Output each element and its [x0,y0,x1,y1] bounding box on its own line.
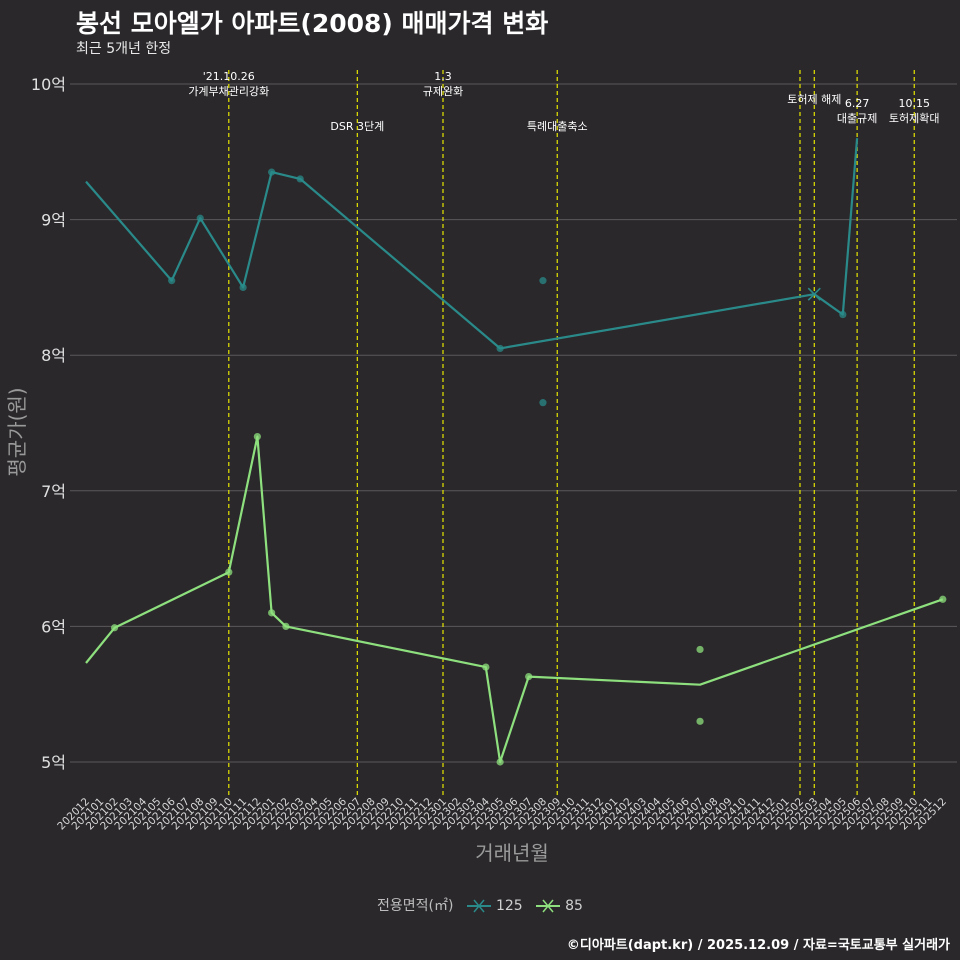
data-point-85 [282,622,290,631]
event-label: DSR 3단계 [330,120,384,133]
source-caption: ©디아파트(dapt.kr) / 2025.12.09 / 자료=국토교통부 실… [566,938,950,953]
event-label: 10.15 [898,97,930,110]
x-axis-label: 거래년월 [475,841,549,865]
event-label: 토허제 해제 [787,92,841,106]
data-point-85 [939,595,947,603]
data-point-125 [839,310,847,319]
data-point-125 [539,277,547,285]
data-point-85 [268,609,276,617]
grid-lines [70,83,957,763]
data-point-85 [482,663,490,671]
y-tick-label: 9억 [41,211,66,230]
data-point-85 [496,758,504,766]
chart-subtitle: 최근 5개년 한정 [76,41,172,57]
data-point-85 [525,672,533,681]
y-tick-label: 7억 [41,482,66,501]
legend-swatch-85 [536,899,561,913]
y-tick-labels: 5억 6억 7억 8억 9억 10억 [31,75,66,772]
data-point-85 [696,717,704,725]
y-axis-label: 평균가(원) [5,387,29,476]
y-tick-label: 6억 [41,617,66,636]
y-tick-label: 8억 [41,346,66,365]
legend-label-125: 125 [495,898,523,914]
legend-item-125: 125 [466,898,523,914]
data-point-125 [539,399,547,407]
data-point-85 [696,645,704,654]
data-point-85 [225,568,233,576]
event-label: 대출규제 [837,112,877,125]
data-points [110,168,947,766]
data-point-cross-125 [807,287,821,301]
event-label: 가계부채관리강화 [188,85,269,98]
event-label: 토허제확대 [889,112,940,125]
data-point-125 [496,344,504,353]
legend-label-85: 85 [565,898,583,914]
chart-title: 봉선 모아엘가 아파트(2008) 매매가격 변화 [76,9,549,38]
legend-title: 전용면적(㎡) [377,898,454,914]
data-point-125 [239,283,247,291]
cross-stroke [807,287,821,301]
data-point-125 [268,168,276,176]
data-point-85 [110,624,119,632]
series-line-125 [85,138,859,350]
event-label: 1.3 [434,70,452,83]
event-label: 특례대출축소 [527,120,588,133]
event-label: 6.27 [845,97,870,110]
event-label: '21.10.26 [203,70,255,83]
y-tick-label: 5억 [41,753,66,772]
data-point-125 [196,214,204,222]
legend-item-85: 85 [535,898,583,914]
x-tick-labels: 2020122021012021022021032021042021052021… [55,795,949,832]
data-point-125 [296,175,304,183]
data-point-85 [253,432,261,441]
event-label: 규제완화 [423,85,463,98]
legend-swatch-125 [466,899,491,913]
y-tick-label: 10억 [31,75,66,94]
data-point-125 [168,277,176,285]
legend: 전용면적(㎡) 125 85 [0,895,960,915]
